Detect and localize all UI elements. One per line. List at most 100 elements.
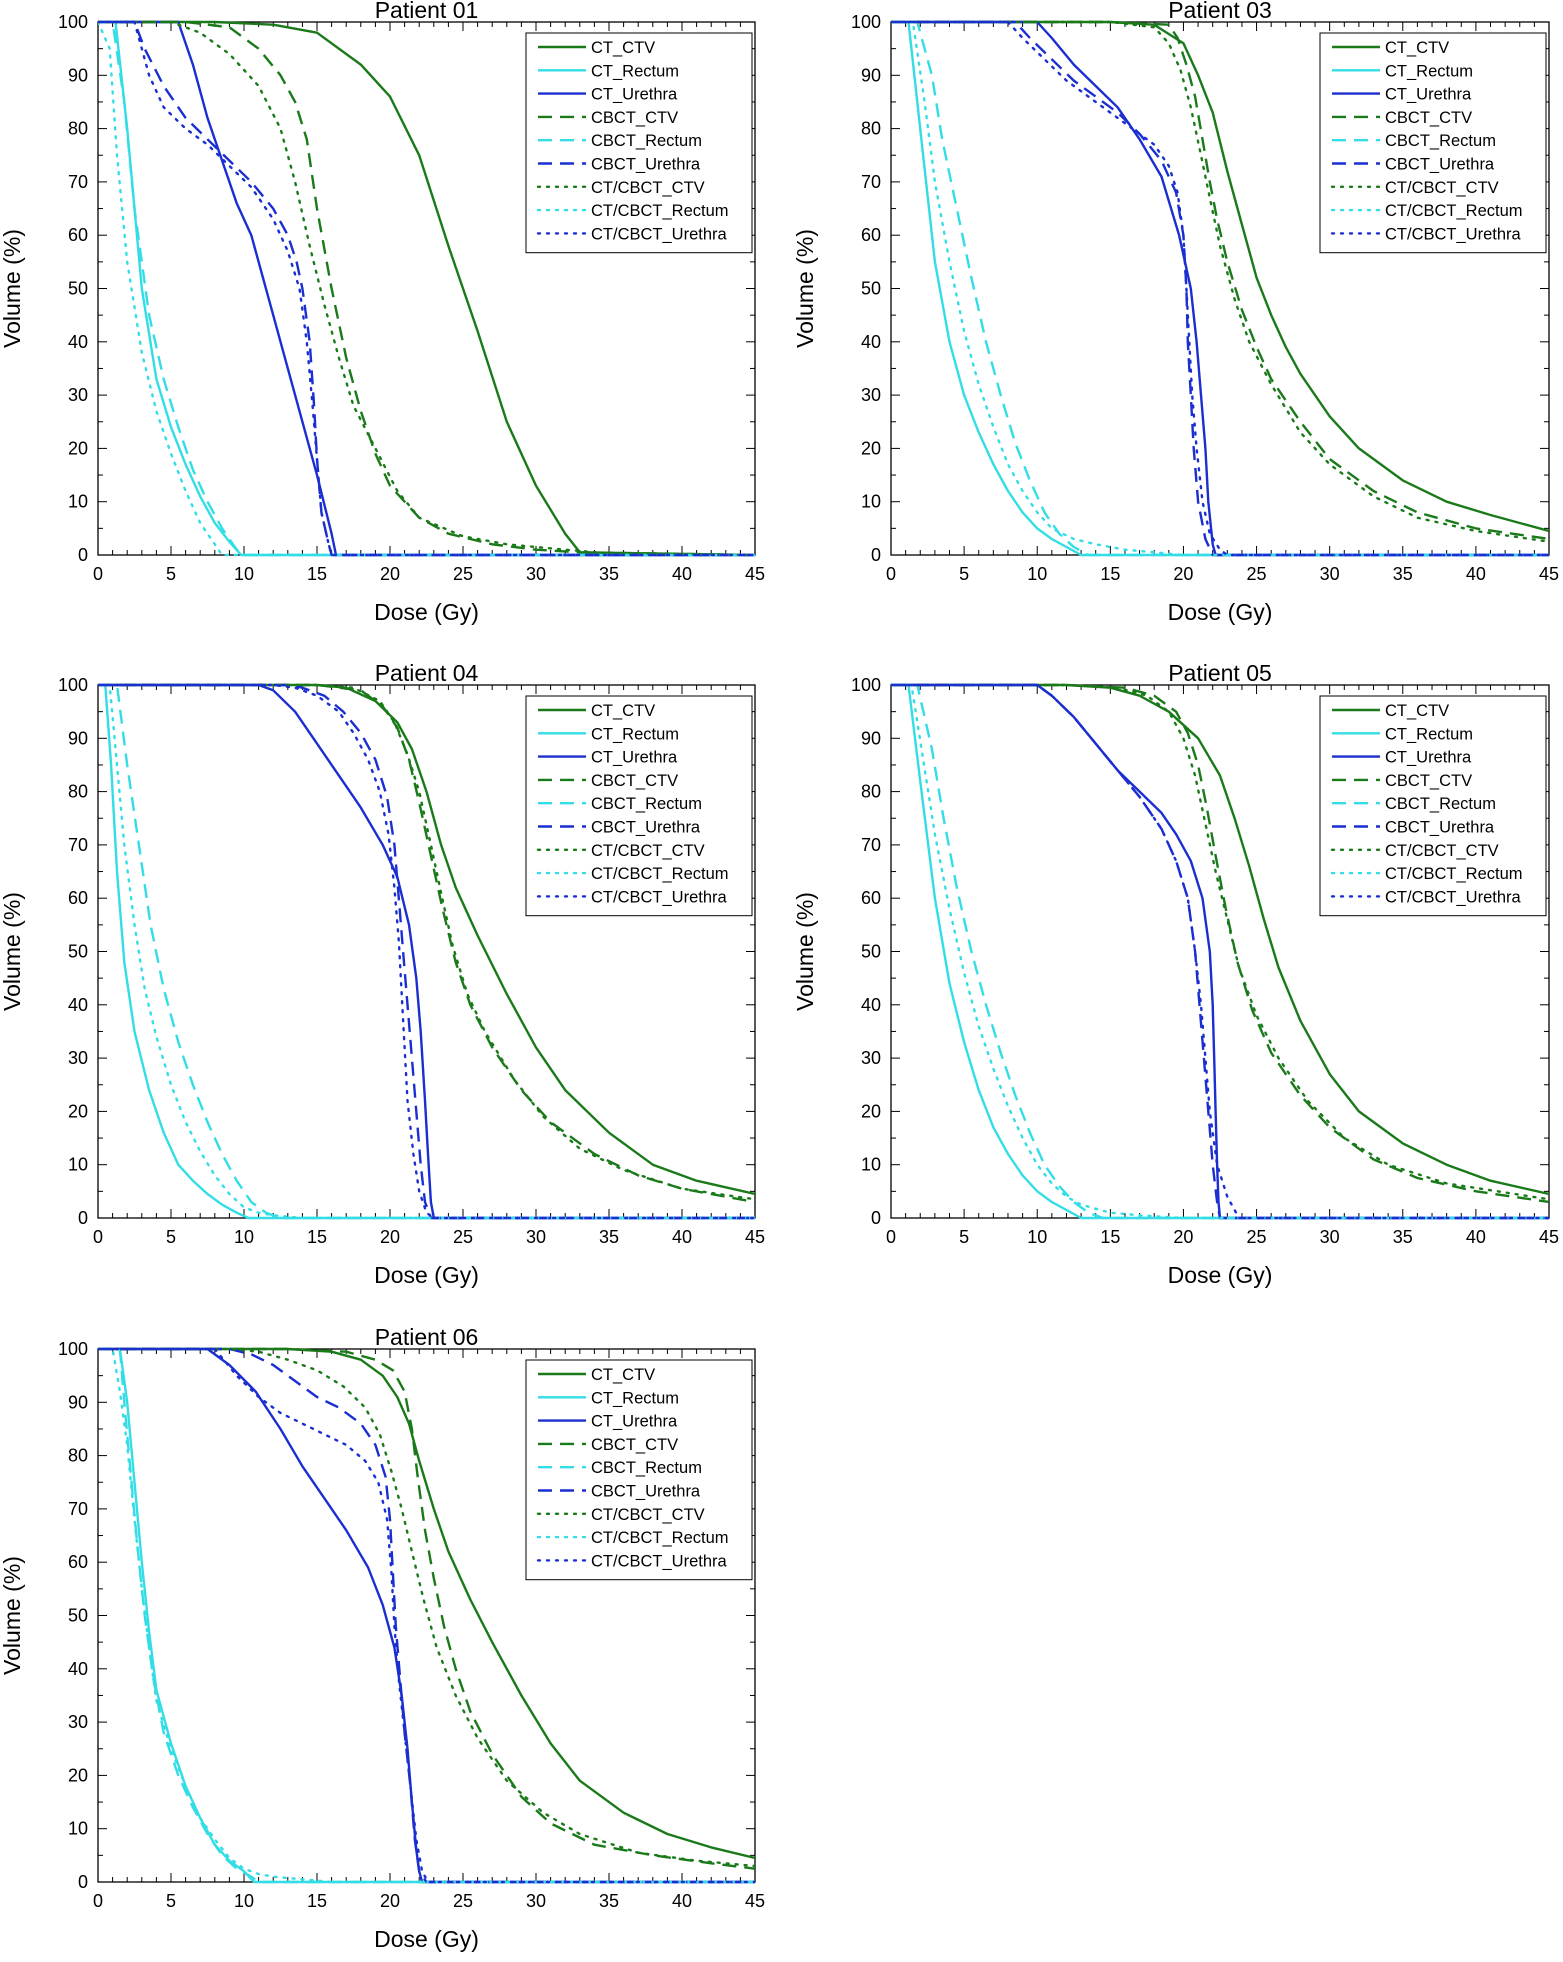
legend-label: CT/CBCT_Rectum — [591, 202, 729, 220]
x-tick-label: 45 — [745, 564, 765, 584]
y-tick-label: 0 — [871, 1208, 881, 1228]
x-axis-label: Dose (Gy) — [1168, 599, 1273, 625]
y-tick-label: 30 — [68, 385, 88, 405]
legend-label: CT/CBCT_CTV — [1385, 842, 1499, 860]
series-line-ct-rectum — [98, 683, 755, 1220]
y-axis-label: Volume (%) — [0, 892, 25, 1011]
series-group — [98, 683, 755, 1220]
chart-panel: 0 5 10 15 20 25 30 35 40 45 0 10 20 30 40 50 60 70 80 90 100… — [0, 1324, 765, 1952]
y-tick-label: 100 — [851, 675, 881, 695]
legend-label: CT_Urethra — [591, 86, 678, 104]
series-line-ct-rectum — [891, 20, 1549, 557]
series-line-cbct-rectum — [98, 20, 755, 557]
y-tick-label: 70 — [68, 835, 88, 855]
y-tick-label: 50 — [68, 942, 88, 962]
legend: CT_CTV CT_Rectum CT_Urethra CBCT_CTV CBCT_Re… — [525, 32, 753, 254]
y-tick-label: 30 — [861, 385, 881, 405]
x-tick-label: 30 — [526, 1891, 546, 1911]
x-tick-label: 5 — [959, 1227, 969, 1247]
x-tick-label: 20 — [380, 1227, 400, 1247]
legend-label: CT/CBCT_Urethra — [591, 1552, 728, 1570]
legend-label: CT_Urethra — [591, 1413, 678, 1431]
series-line-ct-rectum — [891, 683, 1549, 1220]
series-line-cbct-urethra — [98, 683, 755, 1220]
series-line-ct-cbct-rectum — [891, 20, 1549, 557]
legend-label: CBCT_Urethra — [591, 819, 701, 837]
series-group — [891, 20, 1549, 557]
series-line-ct-ctv — [98, 1347, 755, 1860]
y-tick-label: 100 — [851, 12, 881, 32]
series-line-cbct-rectum — [891, 683, 1549, 1220]
legend-label: CT_Rectum — [1385, 62, 1473, 80]
series-line-ct-cbct-urethra — [98, 1347, 755, 1884]
x-tick-label: 30 — [1320, 1227, 1340, 1247]
series-line-ct-cbct-ctv — [891, 20, 1549, 543]
x-tick-label: 5 — [959, 564, 969, 584]
x-tick-label: 20 — [1173, 1227, 1193, 1247]
y-tick-label: 60 — [861, 888, 881, 908]
x-tick-label: 25 — [1247, 564, 1267, 584]
chart-title: Patient 04 — [375, 660, 479, 686]
series-line-cbct-ctv — [98, 683, 755, 1204]
legend: CT_CTV CT_Rectum CT_Urethra CBCT_CTV CBCT_Re… — [1319, 695, 1547, 917]
series-line-ct-ctv — [98, 20, 755, 557]
legend-label: CT/CBCT_Urethra — [591, 888, 728, 906]
y-tick-label: 40 — [68, 1659, 88, 1679]
chart-title: Patient 06 — [375, 1324, 479, 1350]
x-tick-label: 25 — [453, 1891, 473, 1911]
y-axis-label: Volume (%) — [792, 892, 818, 1011]
series-line-ct-cbct-ctv — [98, 20, 755, 557]
series-group — [98, 20, 755, 557]
y-tick-label: 40 — [861, 995, 881, 1015]
legend-label: CT/CBCT_Rectum — [591, 1529, 729, 1547]
x-tick-label: 10 — [234, 1227, 254, 1247]
y-tick-label: 80 — [68, 119, 88, 139]
y-tick-label: 20 — [861, 438, 881, 458]
series-group — [891, 683, 1549, 1220]
legend-label: CBCT_Urethra — [591, 156, 701, 174]
x-tick-label: 45 — [1539, 564, 1559, 584]
x-tick-label: 45 — [1539, 1227, 1559, 1247]
x-tick-label: 35 — [599, 1891, 619, 1911]
legend-label: CT_CTV — [591, 702, 655, 720]
x-tick-label: 25 — [1247, 1227, 1267, 1247]
legend-label: CT/CBCT_Urethra — [1385, 225, 1522, 243]
legend-label: CBCT_Rectum — [591, 132, 702, 150]
legend-label: CT/CBCT_CTV — [1385, 179, 1499, 197]
legend-label: CBCT_Rectum — [1385, 132, 1496, 150]
y-tick-label: 80 — [68, 1446, 88, 1466]
x-tick-label: 10 — [1027, 564, 1047, 584]
x-tick-label: 30 — [526, 564, 546, 584]
legend-label: CT_Rectum — [591, 725, 679, 743]
x-tick-label: 0 — [93, 564, 103, 584]
y-tick-label: 90 — [68, 1392, 88, 1412]
y-tick-label: 70 — [861, 835, 881, 855]
x-tick-label: 45 — [745, 1227, 765, 1247]
series-line-ct-cbct-ctv — [891, 683, 1549, 1201]
x-tick-label: 5 — [166, 564, 176, 584]
y-tick-label: 20 — [68, 1765, 88, 1785]
y-axis-label: Volume (%) — [0, 229, 25, 348]
y-tick-label: 70 — [68, 172, 88, 192]
chart-panel: 0 5 10 15 20 25 30 35 40 45 0 10 20 30 40 50 60 70 80 90 100… — [0, 0, 765, 625]
x-tick-label: 15 — [1100, 1227, 1120, 1247]
legend-label: CBCT_Rectum — [591, 795, 702, 813]
y-tick-label: 40 — [68, 995, 88, 1015]
y-tick-label: 100 — [58, 1339, 88, 1359]
x-tick-label: 40 — [672, 1227, 692, 1247]
x-tick-label: 5 — [166, 1227, 176, 1247]
y-tick-label: 0 — [78, 1208, 88, 1228]
x-tick-label: 35 — [1393, 1227, 1413, 1247]
legend-label: CT/CBCT_CTV — [591, 842, 705, 860]
x-tick-label: 30 — [1320, 564, 1340, 584]
x-tick-label: 20 — [380, 1891, 400, 1911]
series-line-ct-cbct-ctv — [98, 683, 755, 1201]
series-line-ct-cbct-urethra — [891, 683, 1549, 1220]
y-tick-label: 20 — [68, 1101, 88, 1121]
series-line-ct-urethra — [891, 20, 1549, 557]
legend-label: CT_Rectum — [1385, 725, 1473, 743]
x-tick-label: 40 — [1466, 1227, 1486, 1247]
series-line-ct-urethra — [891, 683, 1549, 1220]
x-tick-label: 25 — [453, 564, 473, 584]
legend-label: CBCT_CTV — [591, 109, 678, 127]
